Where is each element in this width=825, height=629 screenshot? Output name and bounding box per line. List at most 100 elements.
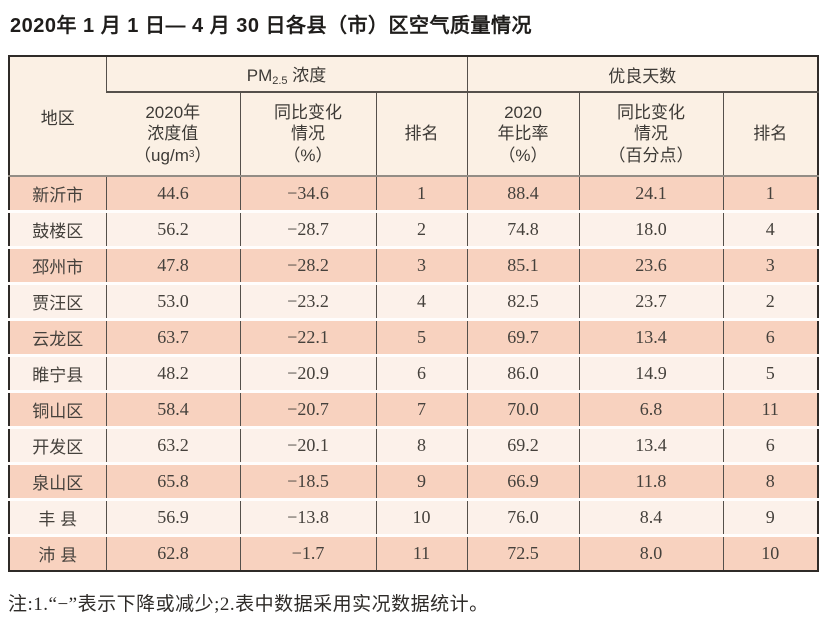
good-rank-cell: 9 [722, 499, 819, 536]
good-rank-cell: 6 [722, 319, 819, 356]
region-cell: 铜山区 [32, 402, 84, 421]
region-cell: 沛 县 [38, 546, 78, 565]
region-cell: 丰 县 [38, 510, 78, 529]
good-change-cell: 13.4 [578, 319, 723, 356]
pm-rank-cell: 5 [375, 319, 467, 356]
table-row: 铜山区 58.4 −20.7 7 70.0 6.8 11 [9, 391, 819, 428]
table-row: 新沂市 44.6 −34.6 1 88.4 24.1 1 [9, 176, 819, 212]
good-change-cell: 23.7 [578, 283, 723, 320]
good-change-cell: 14.9 [578, 355, 723, 392]
pm-change-cell: −28.2 [239, 247, 376, 284]
table-row: 云龙区 63.7 −22.1 5 69.7 13.4 6 [9, 319, 819, 356]
column-header-pm-value: 2020年 浓度值 （ug/m3） [106, 92, 240, 176]
air-quality-table: 地区 PM2.5 浓度 优良天数 2020年 浓度值 （ug/m3） 同比变化 … [8, 55, 820, 572]
pm-value-unit-sup: 3 [188, 148, 195, 160]
pm-change-cell: −20.9 [239, 355, 376, 392]
table-row: 开发区 63.2 −20.1 8 69.2 13.4 6 [9, 427, 819, 464]
good-rank-cell: 10 [722, 535, 819, 571]
pm-value-cell: 44.6 [105, 176, 240, 212]
table-row: 沛 县 62.8 −1.7 11 72.5 8.0 10 [9, 535, 819, 571]
table-row: 鼓楼区 56.2 −28.7 2 74.8 18.0 4 [9, 211, 819, 248]
table-header: 地区 PM2.5 浓度 优良天数 2020年 浓度值 （ug/m3） 同比变化 … [9, 56, 819, 176]
good-rate-cell: 76.0 [466, 499, 579, 536]
header-sub-row: 2020年 浓度值 （ug/m3） 同比变化 情况 （%） 排名 2020 年比… [9, 92, 819, 176]
good-change-cell: 13.4 [578, 427, 723, 464]
pm-rank-cell: 8 [375, 427, 467, 464]
pm-rank-cell: 2 [375, 211, 467, 248]
pm-value-cell: 56.9 [105, 499, 240, 536]
good-rank-cell: 5 [722, 355, 819, 392]
pm-value-cell: 48.2 [105, 355, 240, 392]
pm-value-header-lines: 2020年 浓度值 [145, 103, 201, 144]
good-change-cell: 6.8 [578, 391, 723, 428]
column-group-good-days: 优良天数 [466, 56, 819, 93]
region-cell: 云龙区 [32, 330, 84, 349]
pm-change-cell: −22.1 [239, 319, 376, 356]
pm-change-cell: −13.8 [239, 499, 376, 536]
good-rate-cell: 69.2 [466, 427, 579, 464]
column-header-pm-change: 同比变化 情况 （%） [239, 92, 376, 176]
pm-change-cell: −23.2 [239, 283, 376, 320]
pm-value-cell: 63.7 [105, 319, 240, 356]
column-header-good-rate: 2020 年比率 （%） [466, 92, 579, 176]
header-group-row: 地区 PM2.5 浓度 优良天数 [9, 56, 819, 176]
pm-rank-cell: 3 [375, 247, 467, 284]
table-row: 邳州市 47.8 −28.2 3 85.1 23.6 3 [9, 247, 819, 284]
pm-value-cell: 47.8 [105, 247, 240, 284]
pm-value-unit-prefix: （ug/m [134, 145, 189, 165]
pm25-label-subscript: 2.5 [272, 75, 288, 87]
page-title: 2020年 1 月 1 日— 4 月 30 日各县（市）区空气质量情况 [10, 15, 533, 37]
pm-rank-cell: 4 [375, 283, 467, 320]
region-cell: 泉山区 [32, 474, 84, 493]
pm-change-cell: −20.7 [239, 391, 376, 428]
pm-value-cell: 65.8 [105, 463, 240, 500]
column-group-pm25: PM2.5 浓度 [105, 56, 467, 93]
column-header-good-rank: 排名 [722, 92, 819, 176]
good-rate-cell: 88.4 [466, 176, 579, 212]
good-rank-cell: 4 [722, 211, 819, 248]
good-rate-cell: 72.5 [466, 535, 579, 571]
region-cell: 鼓楼区 [32, 222, 84, 241]
region-cell: 开发区 [32, 438, 84, 457]
pm25-label-prefix: PM [246, 66, 273, 85]
pm-rank-cell: 11 [375, 535, 467, 571]
pm-change-cell: −18.5 [239, 463, 376, 500]
table-body: 新沂市 44.6 −34.6 1 88.4 24.1 1 鼓楼区 56.2 −28.7 2 74.8 1… [9, 176, 819, 571]
pm-rank-cell: 9 [375, 463, 467, 500]
pm-value-cell: 58.4 [105, 391, 240, 428]
pm-change-cell: −34.6 [239, 176, 376, 212]
good-rate-cell: 74.8 [466, 211, 579, 248]
good-rate-cell: 85.1 [466, 247, 579, 284]
good-rank-cell: 8 [722, 463, 819, 500]
good-rate-cell: 70.0 [466, 391, 579, 428]
good-rank-cell: 11 [722, 391, 819, 428]
good-rate-cell: 86.0 [466, 355, 579, 392]
pm-value-cell: 53.0 [105, 283, 240, 320]
region-cell: 贾汪区 [32, 294, 84, 313]
pm-rank-cell: 6 [375, 355, 467, 392]
pm-value-unit: （ug/m3） [106, 145, 240, 166]
column-header-good-change: 同比变化 情况 （百分点） [578, 92, 723, 176]
pm25-label-suffix: 浓度 [287, 66, 327, 85]
pm-rank-cell: 1 [375, 176, 467, 212]
good-change-cell: 11.8 [578, 463, 723, 500]
pm-change-cell: −20.1 [239, 427, 376, 464]
table-row: 丰 县 56.9 −13.8 10 76.0 8.4 9 [9, 499, 819, 536]
column-header-pm-rank: 排名 [375, 92, 467, 176]
pm-change-cell: −28.7 [239, 211, 376, 248]
pm-value-cell: 63.2 [105, 427, 240, 464]
column-header-region: 地区 [9, 56, 106, 176]
footnote: 注:1.“−”表示下降或减少;2.表中数据采用实况数据统计。 [8, 594, 489, 615]
good-rank-cell: 2 [722, 283, 819, 320]
good-rank-cell: 6 [722, 427, 819, 464]
good-change-cell: 8.4 [578, 499, 723, 536]
table-row: 泉山区 65.8 −18.5 9 66.9 11.8 8 [9, 463, 819, 500]
good-rate-cell: 69.7 [466, 319, 579, 356]
table-row: 睢宁县 48.2 −20.9 6 86.0 14.9 5 [9, 355, 819, 392]
good-change-cell: 18.0 [578, 211, 723, 248]
region-cell: 睢宁县 [32, 366, 84, 385]
good-rank-cell: 1 [722, 176, 819, 212]
pm-value-cell: 56.2 [105, 211, 240, 248]
good-rate-cell: 66.9 [466, 463, 579, 500]
region-cell: 新沂市 [32, 186, 84, 205]
